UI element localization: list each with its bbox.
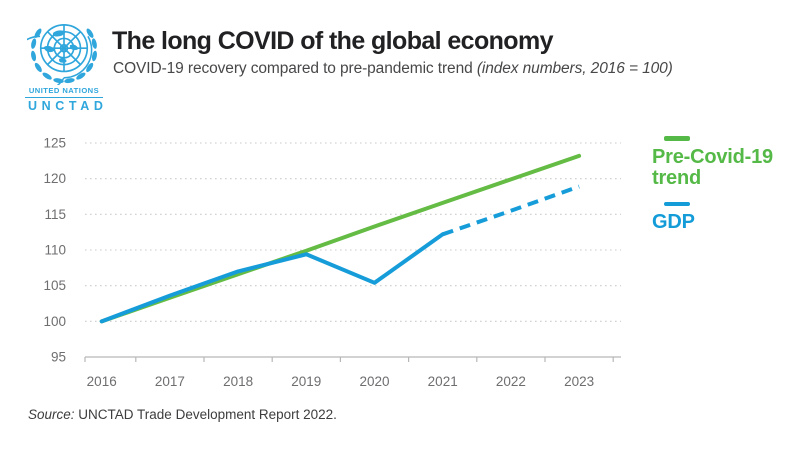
- legend-swatch-gdp: [664, 201, 690, 206]
- svg-text:2020: 2020: [359, 374, 389, 389]
- svg-text:125: 125: [43, 136, 66, 151]
- svg-text:105: 105: [43, 278, 66, 293]
- svg-text:115: 115: [44, 207, 66, 222]
- svg-text:2022: 2022: [496, 374, 526, 389]
- legend-label-pre-covid-trend: Pre-Covid-19 trend: [652, 145, 773, 189]
- logo-acronym: UNCTAD: [28, 98, 108, 113]
- svg-text:2019: 2019: [291, 374, 321, 389]
- legend-item-pre-covid-trend: Pre-Covid-19 trend: [652, 136, 786, 189]
- legend-swatch-pre-covid-trend: [664, 136, 690, 141]
- svg-text:2023: 2023: [564, 374, 594, 389]
- source-text: UNCTAD Trade Development Report 2022.: [78, 407, 337, 422]
- chart-title: The long COVID of the global economy: [112, 27, 554, 55]
- subtitle-note: (index numbers, 2016 = 100): [476, 60, 673, 77]
- chart-subtitle: COVID-19 recovery compared to pre-pandem…: [113, 60, 673, 78]
- svg-text:2018: 2018: [223, 374, 253, 389]
- svg-text:2021: 2021: [428, 374, 458, 389]
- svg-text:120: 120: [43, 171, 66, 186]
- logo-org-label: UNITED NATIONS: [28, 86, 100, 95]
- svg-text:2016: 2016: [87, 374, 117, 389]
- legend-item-gdp: GDP: [652, 201, 786, 234]
- laurel-leaves: [31, 28, 97, 84]
- un-emblem-icon: [27, 24, 97, 85]
- laurel-wreath-icon: [27, 35, 93, 85]
- logo-divider: [25, 96, 103, 98]
- globe-landmass: [43, 30, 79, 63]
- unctad-logo: UNITED NATIONS UNCTAD: [25, 21, 103, 113]
- svg-text:100: 100: [43, 314, 66, 329]
- source-prefix: Source:: [28, 407, 75, 422]
- svg-text:110: 110: [44, 243, 66, 258]
- chart-legend: Pre-Covid-19 trend GDP: [652, 136, 786, 246]
- legend-label-gdp: GDP: [652, 211, 695, 233]
- svg-text:95: 95: [51, 350, 66, 365]
- svg-text:2017: 2017: [155, 374, 185, 389]
- subtitle-text: COVID-19 recovery compared to pre-pandem…: [113, 60, 473, 77]
- source-note: Source: UNCTAD Trade Development Report …: [28, 407, 337, 422]
